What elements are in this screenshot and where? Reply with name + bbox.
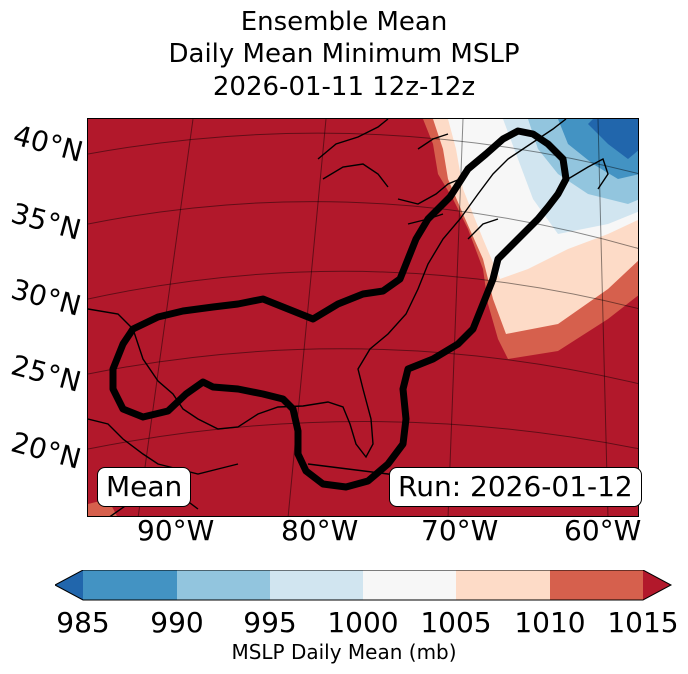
- colorbar-outline: [55, 570, 673, 601]
- colorbar-tick-1000: 1000: [327, 606, 399, 639]
- title-line-3: 2026-01-11 12z-12z: [212, 72, 476, 102]
- outline-contour: [109, 127, 570, 491]
- lat-label-35: 35°N: [7, 196, 85, 247]
- colorbar-label: MSLP Daily Mean (mb): [231, 640, 457, 664]
- lon-label-80w: 80°W: [281, 514, 359, 547]
- lon-label-60w: 60°W: [564, 514, 642, 547]
- colorbar-segment-995-1000: [270, 570, 363, 600]
- lon-label-90w: 90°W: [137, 514, 215, 547]
- colorbar-extend-low: [55, 570, 83, 600]
- map-panel: [87, 118, 639, 517]
- colorbar-segment-1010-1015: [550, 570, 643, 600]
- run-date-box: Run: 2026-01-12: [389, 467, 642, 507]
- mean-label-box: Mean: [97, 467, 192, 507]
- lon-label-70w: 70°W: [421, 514, 499, 547]
- colorbar-segment-990-995: [177, 570, 270, 600]
- lat-label-40: 40°N: [9, 118, 87, 169]
- title-line-2: Daily Mean Minimum MSLP: [168, 39, 520, 69]
- colorbar-tick-1010: 1010: [514, 606, 586, 639]
- colorbar-tick-1015: 1015: [607, 606, 679, 639]
- colorbar-segment-1005-1010: [456, 570, 550, 600]
- colorbar-tick-985: 985: [56, 606, 110, 639]
- pressure-field-below-985: [588, 119, 638, 159]
- title-line-1: Ensemble Mean: [240, 7, 448, 37]
- colorbar-tick-1005: 1005: [420, 606, 492, 639]
- colorbar-extend-high: [643, 570, 671, 600]
- lat-label-25: 25°N: [7, 348, 85, 399]
- colorbar-segment-1000-1005: [363, 570, 456, 600]
- colorbar-tick-995: 995: [243, 606, 297, 639]
- lat-label-30: 30°N: [7, 272, 85, 323]
- lat-label-20: 20°N: [7, 425, 85, 476]
- colorbar-tick-990: 990: [150, 606, 204, 639]
- colorbar-segment-985-990: [83, 570, 177, 600]
- map-canvas: [88, 119, 638, 516]
- colorbar: [55, 570, 673, 601]
